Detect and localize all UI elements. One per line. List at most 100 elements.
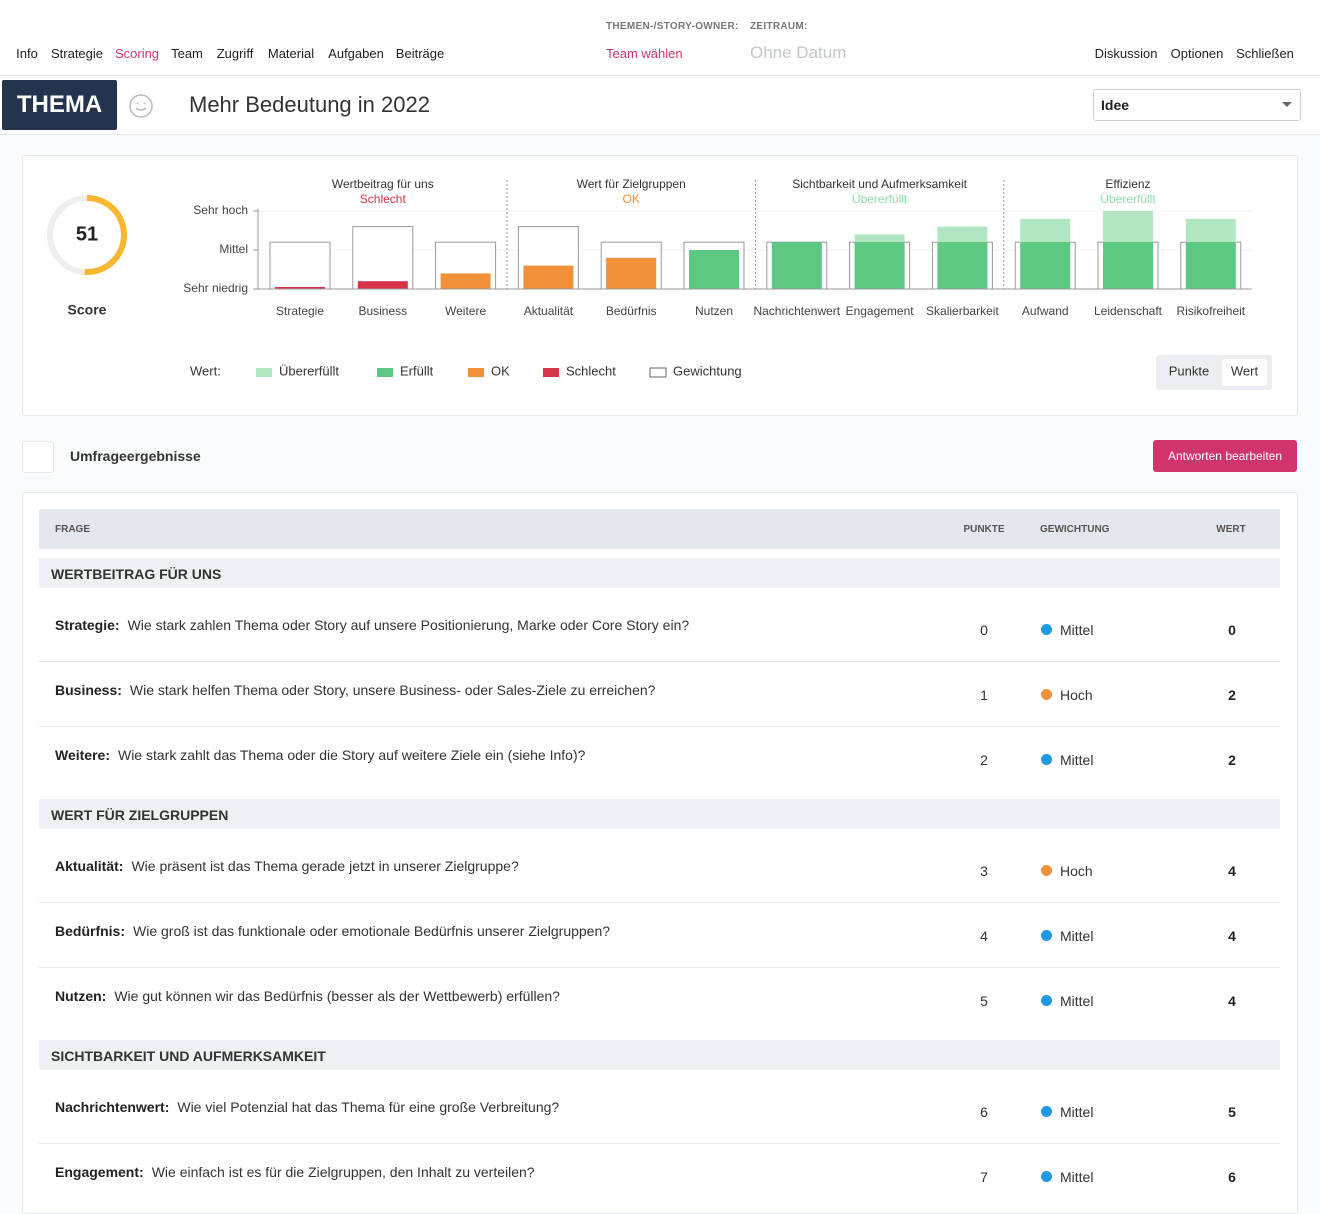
question-text: Wie einfach ist es für die Zielgruppen, … [151, 1164, 535, 1180]
legend-swatch [377, 368, 393, 377]
survey-card: FRAGEPUNKTEGEWICHTUNGWERTWERTBEITRAG FÜR… [22, 492, 1298, 1214]
nav-item[interactable]: Zugriff [216, 46, 254, 61]
legend-swatch [256, 368, 272, 377]
x-tick-label: Business [358, 304, 407, 318]
weight: Mittel [1060, 993, 1094, 1009]
bar-over [1020, 218, 1071, 243]
legend-swatch [649, 367, 667, 378]
bar [1020, 242, 1071, 289]
legend-label: OK [491, 363, 510, 378]
nav-item[interactable]: Scoring [114, 46, 160, 61]
value: 4 [1228, 928, 1236, 944]
weight: Hoch [1060, 687, 1093, 703]
value: 2 [1228, 687, 1236, 703]
value: 5 [1228, 1104, 1236, 1120]
nav-item[interactable]: Team [171, 46, 203, 61]
x-tick-label: Weitere [445, 304, 486, 318]
group-status: OK [623, 192, 640, 206]
table-row: Nachrichtenwert: Wie viel Potenzial hat d… [39, 1078, 1280, 1144]
nav-item[interactable]: Aufgaben [328, 46, 384, 61]
weight-dot [1041, 624, 1052, 635]
bar [854, 242, 905, 289]
owner-label: THEMEN-/STORY-OWNER: [606, 21, 739, 32]
page-title: Mehr Bedeutung in 2022 [189, 92, 430, 117]
table-row: Nutzen: Wie gut können wir das Bedürfnis … [39, 967, 1280, 1032]
x-tick-label: Leidenschaft [1094, 304, 1163, 318]
question: Engagement: Wie einfach ist es für die Zi… [55, 1164, 535, 1180]
points: 7 [980, 1169, 988, 1185]
bar [1103, 242, 1153, 289]
question-label: Business: [55, 682, 122, 698]
weight-dot [1041, 995, 1052, 1006]
weight-box [269, 241, 331, 290]
legend-label: Übererfüllt [279, 363, 339, 378]
survey-icon [22, 441, 54, 473]
nav-item[interactable]: Beiträge [395, 46, 445, 61]
weight-dot [1041, 865, 1052, 876]
nav-action[interactable]: Optionen [1170, 46, 1224, 61]
column-header: GEWICHTUNG [1040, 524, 1110, 535]
question-label: Nutzen: [55, 988, 107, 1004]
points: 3 [980, 863, 988, 879]
x-tick-label: Strategie [276, 304, 324, 318]
nav-action[interactable]: Schließen [1236, 46, 1294, 61]
group-status: Übererfüllt [852, 192, 908, 206]
question-text: Wie gut können wir das Bedürfnis (besser… [114, 988, 560, 1004]
weight-box [352, 226, 414, 290]
weight-dot [1041, 754, 1052, 765]
toggle-option[interactable]: Wert [1231, 363, 1259, 378]
weight: Mittel [1060, 1104, 1094, 1120]
table-head [39, 509, 1280, 549]
survey: Umfrageergebnisse Antworten bearbeiten FRA… [0, 420, 1320, 1214]
x-tick-label: Bedürfnis [606, 304, 657, 318]
legend-label: Erfüllt [400, 363, 434, 378]
weight: Mittel [1060, 928, 1094, 944]
question-label: Bedürfnis: [55, 923, 125, 939]
weight-dot [1041, 689, 1052, 700]
question-text: Wie präsent ist das Thema gerade jetzt i… [131, 858, 519, 874]
bar-over [854, 234, 905, 243]
bar [771, 242, 822, 289]
points: 1 [980, 687, 988, 703]
period-value[interactable]: Ohne Datum [750, 43, 847, 62]
toggle-option[interactable]: Punkte [1169, 363, 1209, 378]
points: 0 [980, 622, 988, 638]
table-row: Bedürfnis: Wie groß ist das funktionale o… [39, 902, 1280, 968]
group-status: Schlecht [360, 192, 407, 206]
y-tick-label: Sehr niedrig [183, 281, 248, 295]
top-nav: THEMEN-/STORY-OWNER: Team wählen ZEITRAU… [0, 0, 1320, 76]
y-tick-label: Mittel [219, 242, 248, 256]
nav-item[interactable]: Info [16, 46, 38, 61]
question: Weitere: Wie stark zahlt das Thema oder d… [55, 747, 585, 763]
nav-item[interactable]: Strategie [50, 46, 104, 61]
toggle-active[interactable] [1222, 359, 1267, 386]
nav-action[interactable]: Diskussion [1094, 46, 1158, 61]
nav-item[interactable]: Material [267, 46, 315, 61]
status-select[interactable]: Idee [1093, 89, 1301, 121]
bar [357, 281, 408, 289]
section-header: SICHTBARKEIT UND AUFMERKSAMKEIT [39, 1040, 1280, 1070]
value: 4 [1228, 993, 1236, 1009]
scoring-chart: 51 Score Sehr niedrig Mittel Sehr hoch Strate… [47, 177, 1272, 390]
x-tick-label: Aktualität [524, 304, 574, 318]
weight-dot [1041, 1171, 1052, 1182]
x-tick-label: Aufwand [1022, 304, 1069, 318]
dropdown-arrow [1282, 102, 1292, 107]
question-text: Wie stark zahlen Thema oder Story auf un… [127, 617, 690, 633]
group-title: Wertbeitrag für uns [332, 177, 434, 191]
question-label: Engagement: [55, 1164, 144, 1180]
smiley-icon[interactable] [128, 93, 154, 119]
edit-button[interactable]: Antworten bearbeiten [1153, 440, 1297, 472]
group-title: Wert für Zielgruppen [577, 177, 686, 191]
gauge-arc [84, 195, 127, 275]
x-tick-label: Risikofreiheit [1176, 304, 1245, 318]
table-row: Business: Wie stark helfen Thema oder Sto… [39, 661, 1280, 727]
legend-swatch [468, 368, 484, 377]
owner-value[interactable]: Team wählen [606, 46, 683, 61]
bar-over [937, 226, 988, 243]
bar-over [1103, 211, 1153, 243]
x-tick-label: Skalierbarkeit [926, 304, 999, 318]
question: Aktualität: Wie präsent ist das Thema ger… [55, 858, 519, 874]
value: 0 [1228, 622, 1236, 638]
